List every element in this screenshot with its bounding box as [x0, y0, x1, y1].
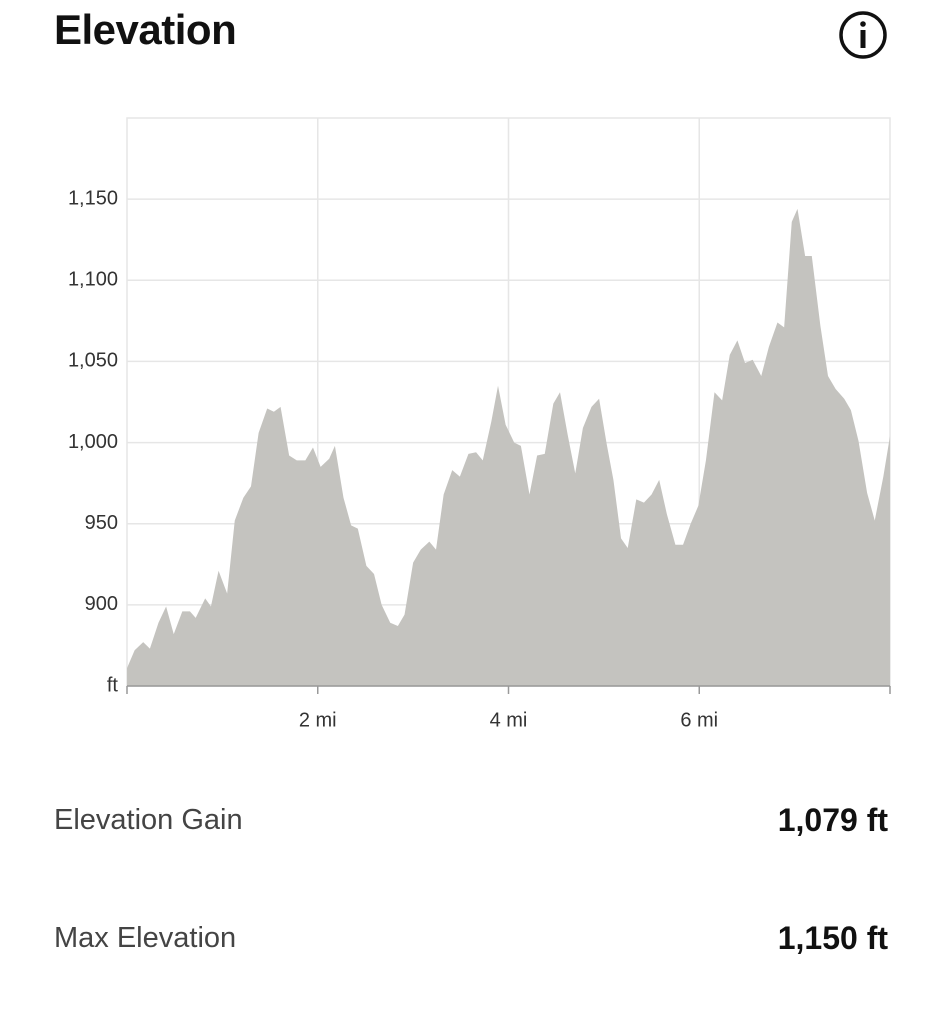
x-tick-label: 6 mi	[680, 709, 718, 731]
y-tick-label: 1,050	[68, 350, 118, 372]
x-tick-label: 4 mi	[490, 709, 528, 731]
y-tick-label: 1,100	[68, 269, 118, 291]
x-tick-label: 2 mi	[299, 709, 337, 731]
elevation-area	[127, 208, 890, 686]
y-tick-label: 1,150	[68, 187, 118, 209]
y-tick-label: 1,000	[68, 431, 118, 453]
info-button[interactable]	[838, 10, 888, 60]
page-title: Elevation	[54, 6, 237, 53]
elevation-chart: ft 900 950 1,000 1,050 1,100 1,150 2 mi 4 mi 6 mi	[68, 117, 891, 731]
stat-value: 1,150 ft	[777, 920, 888, 956]
y-tick-label: 900	[85, 593, 118, 615]
stat-row: Elevation Gain 1,079 ft	[54, 802, 888, 839]
y-tick-label: 950	[85, 512, 118, 534]
stat-row: Max Elevation 1,150 ft	[54, 920, 888, 957]
stat-label: Max Elevation	[54, 922, 237, 954]
stat-label: Elevation Gain	[54, 804, 243, 836]
stat-value: 1,079 ft	[777, 802, 888, 838]
y-tick-label: ft	[107, 674, 119, 696]
